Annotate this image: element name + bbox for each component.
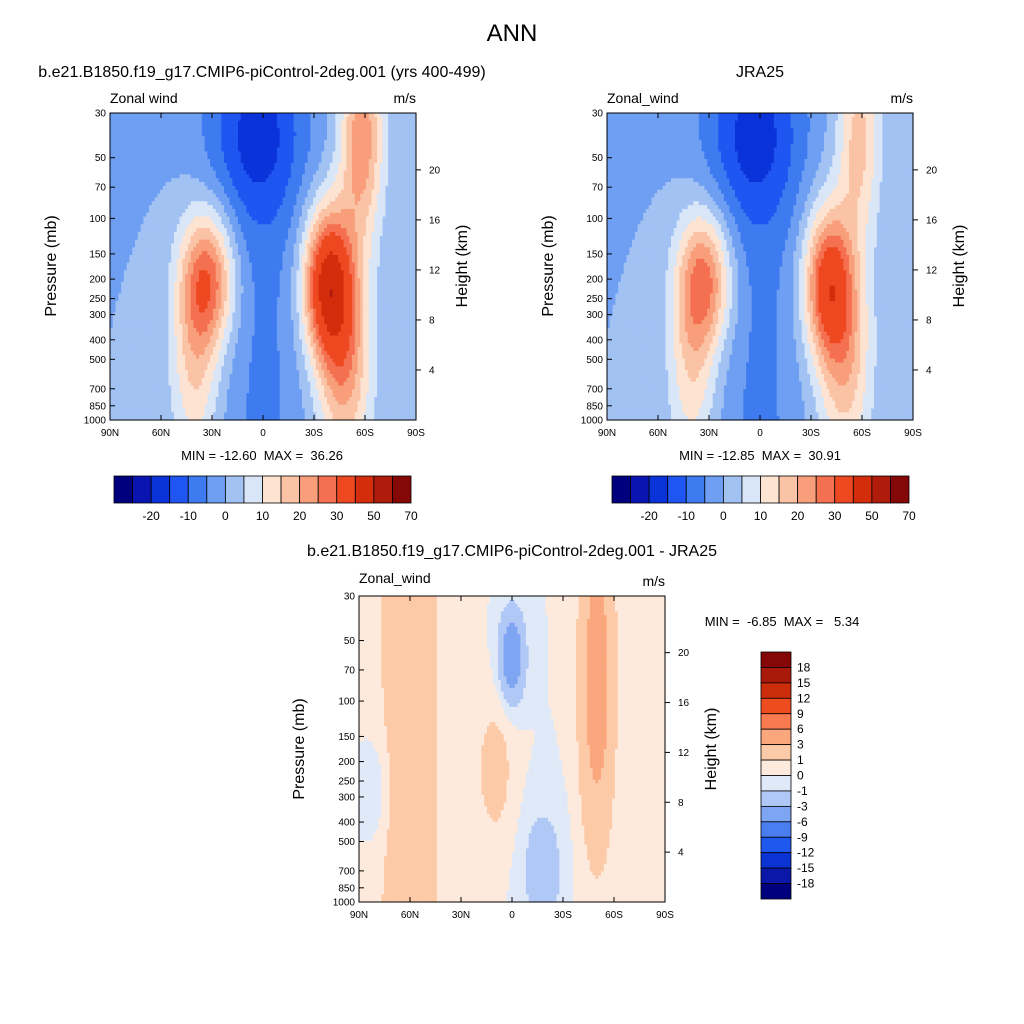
panel-model-contour-plot: 90N 60N 30N 0 30S 60S 90S305070100150200250300…: [84, 109, 441, 440]
contour-fill: [110, 113, 417, 421]
panel-model-left-string: Zonal wind: [110, 90, 178, 106]
panel-model-title: b.e21.B1850.f19_g17.CMIP6-piControl-2deg…: [38, 64, 485, 81]
panel-model-units: m/s: [393, 90, 416, 106]
figure-title: ANN: [487, 20, 538, 47]
